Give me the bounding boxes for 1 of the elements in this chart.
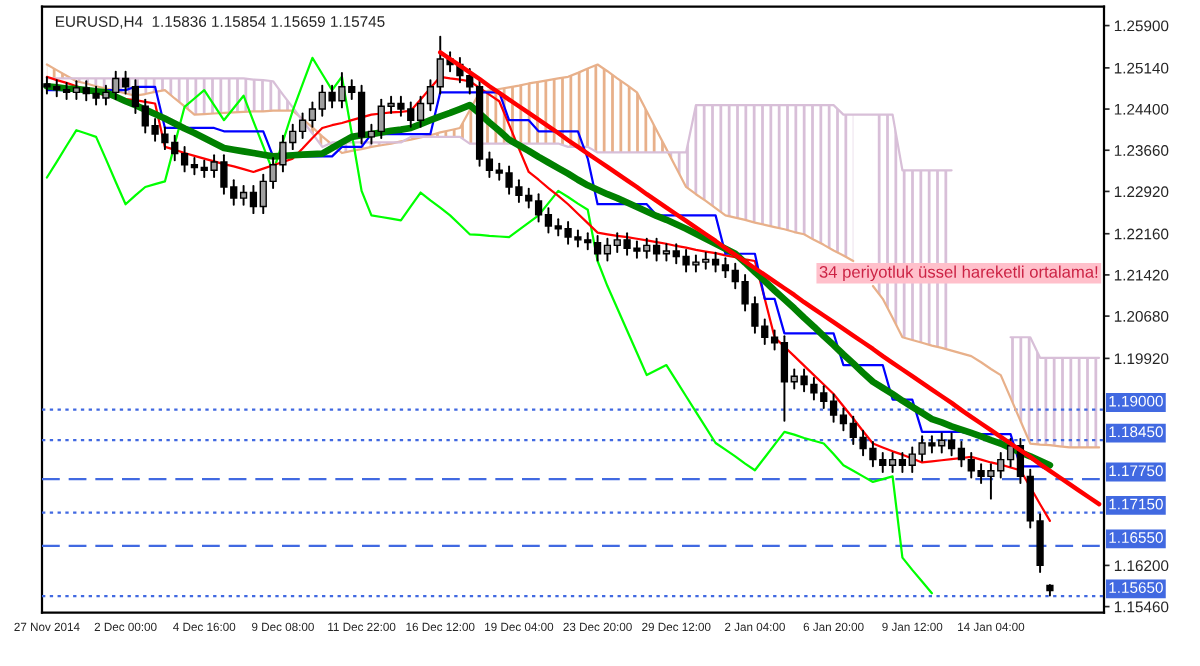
annotation: 34 periyotluk üssel hareketli ortalama! — [819, 265, 1098, 282]
